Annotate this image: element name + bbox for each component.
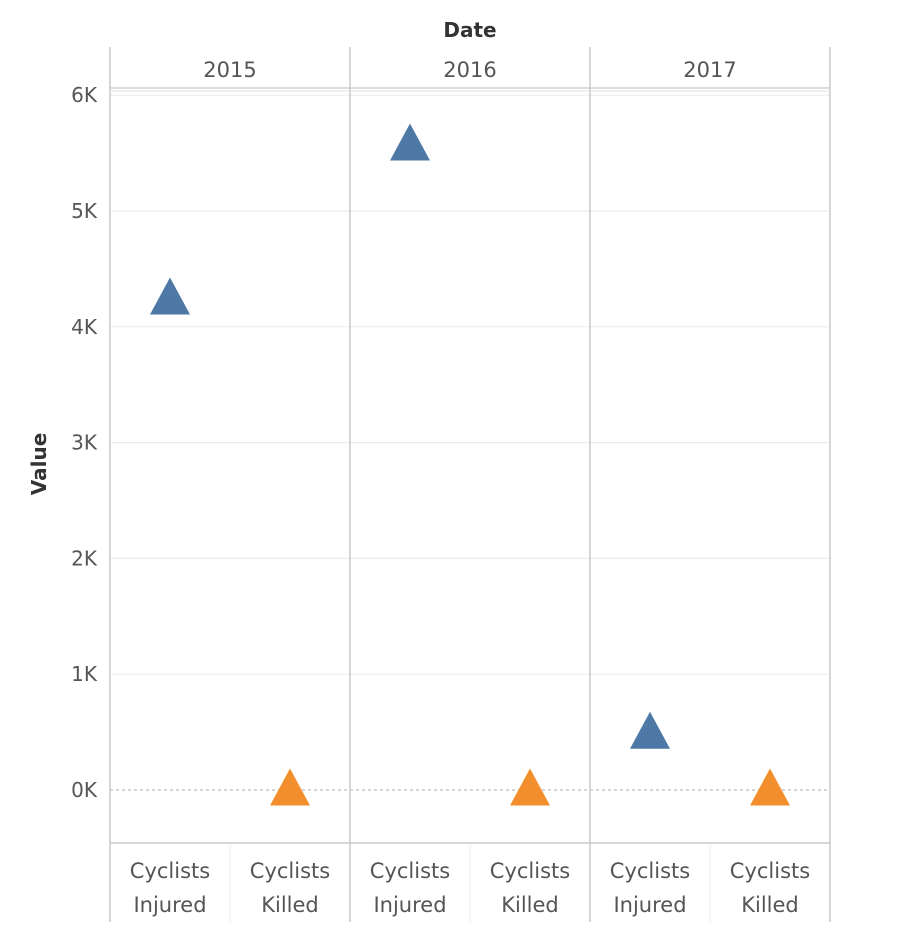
category-label: Cyclists Killed	[250, 859, 330, 917]
category-label: Cyclists Injured	[130, 859, 210, 917]
category-label: Cyclists Injured	[370, 859, 450, 917]
category-label: Cyclists Killed	[490, 859, 570, 917]
data-point-2017-killed[interactable]	[750, 768, 790, 806]
panel-frame	[109, 47, 831, 922]
y-tick-label: 3K	[71, 431, 98, 455]
column-header: Date	[443, 18, 496, 42]
year-headers: 2015 2016 2017	[203, 58, 736, 82]
data-point-2016-injured[interactable]	[390, 123, 430, 161]
year-header-2017: 2017	[683, 58, 736, 82]
y-tick-label: 1K	[71, 662, 98, 686]
category-label: Cyclists Killed	[730, 859, 810, 917]
y-axis-ticks: 0K 1K 2K 3K 4K 5K 6K	[71, 83, 98, 802]
year-header-2016: 2016	[443, 58, 496, 82]
year-header-2015: 2015	[203, 58, 256, 82]
y-tick-label: 5K	[71, 199, 98, 223]
y-axis-label: Value	[27, 433, 51, 496]
data-point-2016-killed[interactable]	[510, 768, 550, 806]
data-point-2015-injured[interactable]	[150, 277, 190, 315]
data-point-2017-injured[interactable]	[630, 711, 670, 749]
y-tick-label: 4K	[71, 315, 98, 339]
y-tick-label: 0K	[71, 778, 98, 802]
category-labels: Cyclists Injured Cyclists Killed Cyclists Inj…	[130, 859, 810, 917]
y-tick-label: 6K	[71, 83, 98, 107]
data-marks	[150, 123, 790, 806]
category-label: Cyclists Injured	[610, 859, 690, 917]
data-point-2015-killed[interactable]	[270, 768, 310, 806]
y-tick-label: 2K	[71, 546, 98, 570]
gridlines	[110, 94, 830, 791]
